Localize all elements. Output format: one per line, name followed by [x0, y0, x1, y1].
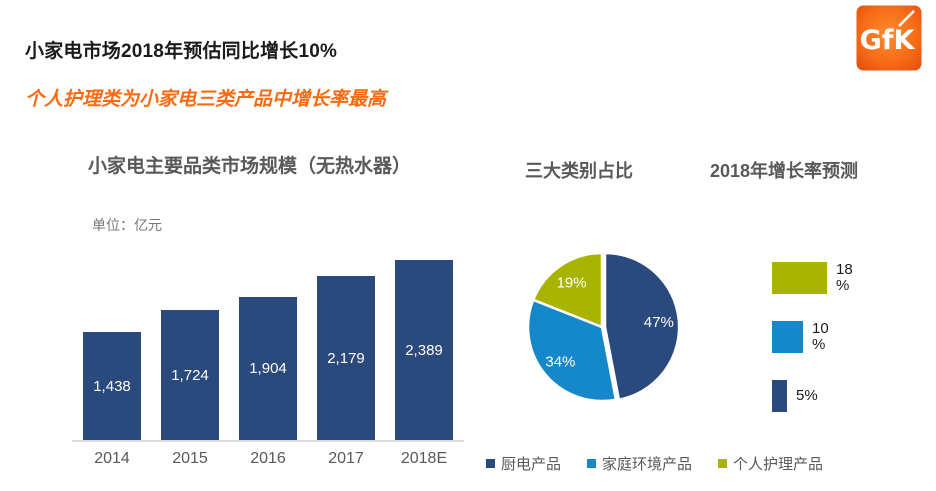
bar: 2,179 [317, 276, 375, 440]
pie-chart: 47% 34% 19% [526, 251, 681, 403]
legend-label: 个人护理产品 [733, 456, 824, 473]
logo-slash-icon [898, 10, 915, 27]
pie-slice-1 [603, 251, 681, 401]
bar-category-label: 2017 [328, 450, 364, 467]
bar-value-label: 1,904 [249, 360, 287, 377]
legend-item: 家庭环境产品 [587, 453, 692, 474]
bar-value-label: 1,438 [93, 377, 131, 395]
logo-text: GfK [860, 25, 916, 56]
legend-label: 厨电产品 [501, 456, 562, 473]
bar-chart: 1,438 2014 1,724 2015 1,904 2016 2,179 2017 2,38… [72, 250, 464, 467]
legend: 厨电产品 家庭环境产品 个人护理产品 [486, 453, 849, 474]
bar-category-label: 2018E [400, 450, 448, 467]
bar-category-label: 2016 [250, 450, 286, 467]
bar-category-label: 2014 [94, 450, 130, 467]
bar-category-label: 2015 [172, 450, 208, 467]
growth-value-label: 18 % [836, 260, 853, 294]
legend-swatch [718, 459, 728, 468]
bar: 2,389 [395, 260, 453, 440]
bar: 1,438 [83, 332, 141, 440]
pie-slice-label: 19% [557, 274, 587, 291]
growth-bar [772, 262, 827, 294]
bar-value-label: 1,724 [171, 366, 209, 384]
growth-chart: 18 % 10 % 5% [772, 260, 936, 412]
slide-title: 小家电市场2018年预估同比增长10% [25, 41, 338, 62]
bar-value-label: 2,179 [327, 349, 365, 367]
legend-swatch [486, 459, 495, 468]
logo-background [856, 5, 922, 71]
bar-chart-title: 小家电主要品类市场规模（无热水器） [88, 156, 412, 177]
growth-value-label: 10 % [812, 319, 829, 353]
growth-bar [772, 380, 787, 412]
pie-slice-label: 47% [644, 314, 674, 331]
legend-item: 个人护理产品 [718, 453, 823, 474]
gfk-logo: GfK [856, 5, 922, 71]
pie-chart-title: 三大类别占比 [525, 161, 633, 181]
unit-label: 单位：亿元 [92, 217, 162, 233]
bar-value-label: 2,389 [405, 341, 443, 359]
growth-value-label: 5% [796, 386, 818, 404]
bar: 1,904 [239, 297, 297, 440]
pie-slice-3 [531, 251, 604, 329]
growth-bar [772, 321, 803, 353]
legend-swatch [587, 459, 597, 468]
bar: 1,724 [161, 310, 219, 440]
legend-item: 厨电产品 [486, 453, 561, 474]
slide-subtitle: 个人护理类为小家电三类产品中增长率最高 [25, 89, 387, 110]
pie-slice-label: 34% [545, 353, 575, 370]
growth-chart-title: 2018年增长率预测 [710, 161, 859, 181]
legend-label: 家庭环境产品 [602, 456, 693, 473]
